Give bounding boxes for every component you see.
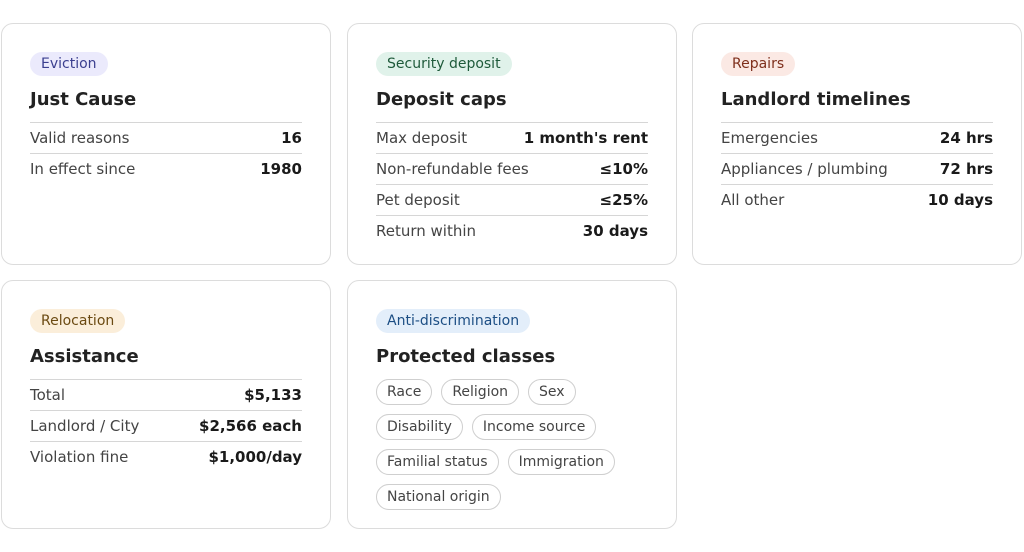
fact-label: Appliances / plumbing	[721, 160, 888, 178]
protected-class-chip: Immigration	[507, 449, 615, 475]
fact-value: $1,000/day	[208, 448, 302, 466]
fact-list: Max deposit 1 month's rent Non-refundabl…	[376, 122, 648, 246]
category-tag: Anti-discrimination	[376, 309, 531, 333]
fact-label: In effect since	[30, 160, 136, 178]
fact-list: Emergencies 24 hrs Appliances / plumbing…	[721, 122, 993, 215]
fact-row: Valid reasons 16	[30, 123, 302, 154]
fact-value: 10 days	[927, 191, 993, 209]
fact-row: Non-refundable fees ≤10%	[376, 154, 648, 185]
fact-row: Return within 30 days	[376, 216, 648, 246]
category-tag: Security deposit	[376, 52, 512, 76]
protected-class-chip: National origin	[376, 484, 501, 510]
fact-label: Return within	[376, 222, 477, 240]
protected-class-chip: Sex	[528, 379, 576, 405]
fact-row: All other 10 days	[721, 185, 993, 215]
card-title: Assistance	[30, 346, 139, 367]
fact-value: ≤25%	[599, 191, 648, 209]
fact-row: Violation fine $1,000/day	[30, 442, 302, 472]
card-title: Deposit caps	[376, 89, 507, 110]
repairs-card: Repairs Landlord timelines Emergencies 2…	[692, 23, 1022, 265]
card-title: Landlord timelines	[721, 89, 911, 110]
fact-label: Total	[30, 386, 66, 404]
fact-value: $5,133	[244, 386, 302, 404]
fact-value: 1 month's rent	[523, 129, 648, 147]
fact-value: 72 hrs	[939, 160, 993, 178]
fact-label: Violation fine	[30, 448, 129, 466]
fact-value: 1980	[260, 160, 302, 178]
protected-class-chip: Familial status	[376, 449, 499, 475]
fact-row: Pet deposit ≤25%	[376, 185, 648, 216]
fact-value: 30 days	[582, 222, 648, 240]
fact-row: Emergencies 24 hrs	[721, 123, 993, 154]
fact-label: Valid reasons	[30, 129, 130, 147]
fact-row: Landlord / City $2,566 each	[30, 411, 302, 442]
category-tag: Relocation	[30, 309, 126, 333]
fact-row: In effect since 1980	[30, 154, 302, 184]
protected-class-chip: Disability	[376, 414, 463, 440]
fact-list: Total $5,133 Landlord / City $2,566 each…	[30, 379, 302, 472]
card-title: Protected classes	[376, 346, 556, 367]
protected-class-chip: Religion	[441, 379, 520, 405]
fact-value: ≤10%	[599, 160, 648, 178]
fact-label: Non-refundable fees	[376, 160, 529, 178]
eviction-card: Eviction Just Cause Valid reasons 16 In …	[1, 23, 331, 265]
fact-value: 16	[281, 129, 302, 147]
fact-label: Pet deposit	[376, 191, 460, 209]
fact-label: Max deposit	[376, 129, 468, 147]
security-deposit-card: Security deposit Deposit caps Max deposi…	[347, 23, 677, 265]
fact-row: Max deposit 1 month's rent	[376, 123, 648, 154]
fact-row: Total $5,133	[30, 380, 302, 411]
protected-class-chip: Race	[376, 379, 433, 405]
protected-class-chip: Income source	[471, 414, 597, 440]
fact-label: Emergencies	[721, 129, 818, 147]
fact-list: Valid reasons 16 In effect since 1980	[30, 122, 302, 184]
fact-label: Landlord / City	[30, 417, 140, 435]
category-tag: Eviction	[30, 52, 108, 76]
fact-value: $2,566 each	[199, 417, 302, 435]
card-title: Just Cause	[30, 89, 137, 110]
fact-label: All other	[721, 191, 785, 209]
category-tag: Repairs	[721, 52, 796, 76]
protected-class-chips: Race Religion Sex Disability Income sour…	[376, 379, 656, 510]
fact-row: Appliances / plumbing 72 hrs	[721, 154, 993, 185]
fact-value: 24 hrs	[939, 129, 993, 147]
relocation-card: Relocation Assistance Total $5,133 Landl…	[1, 280, 331, 529]
anti-discrimination-card: Anti-discrimination Protected classes Ra…	[347, 280, 677, 529]
